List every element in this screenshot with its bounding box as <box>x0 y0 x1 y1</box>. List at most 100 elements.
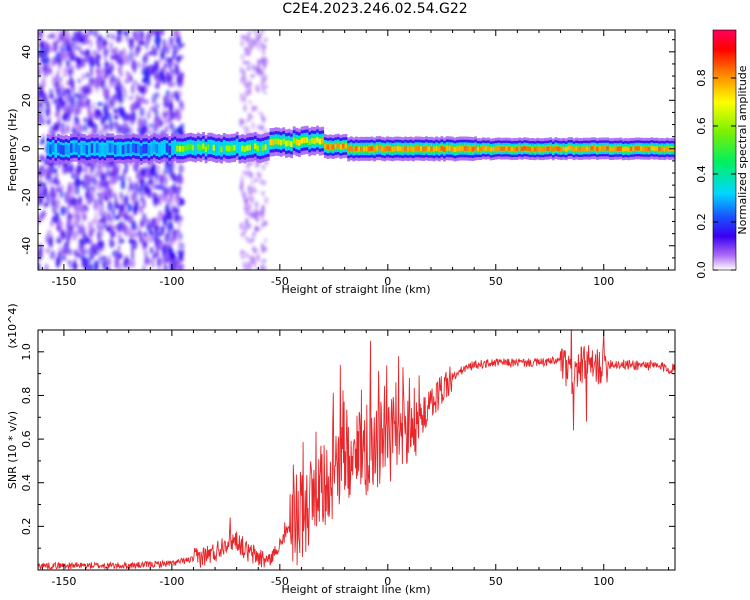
signal-cell <box>212 144 216 151</box>
colorbar-gradient <box>712 29 737 271</box>
noise-blob <box>38 67 41 78</box>
noise-blob <box>247 113 252 117</box>
noise-blob <box>85 248 91 256</box>
signal-cell <box>282 138 286 145</box>
signal-cell <box>51 142 55 153</box>
snr-frame <box>37 329 676 571</box>
noise-blob <box>264 196 269 205</box>
noise-blob <box>99 206 102 217</box>
chart-title: C2E4.2023.246.02.54.G22 <box>282 1 468 17</box>
colorbar-tick-label: 0.6 <box>695 117 708 135</box>
signal-cell <box>70 143 73 153</box>
noise-blob <box>79 180 85 185</box>
signal-cell <box>256 145 260 152</box>
noise-blob <box>244 198 248 206</box>
signal-cell <box>453 147 457 152</box>
signal-cell <box>132 142 135 153</box>
noise-blob <box>56 30 60 35</box>
y-tick-label: 20 <box>20 93 33 107</box>
signal-cell <box>401 146 405 152</box>
noise-blob <box>264 84 268 89</box>
signal-cell <box>77 145 81 155</box>
noise-blob <box>130 103 135 114</box>
noise-blob <box>131 259 135 268</box>
noise-blob <box>157 58 163 65</box>
noise-blob <box>38 262 41 270</box>
noise-blob <box>247 117 251 122</box>
signal-cell <box>209 142 213 152</box>
signal-cell <box>399 146 402 152</box>
noise-blob <box>60 99 65 110</box>
noise-blob <box>248 36 251 44</box>
noise-blob <box>244 252 249 257</box>
noise-blob <box>167 81 174 88</box>
signal-cell <box>593 146 597 151</box>
noise-blob <box>90 221 94 230</box>
signal-cell <box>150 144 154 154</box>
noise-blob <box>79 95 85 108</box>
noise-blob <box>70 185 77 196</box>
noise-blob <box>117 244 121 255</box>
noise-blob <box>240 250 244 257</box>
signal-cell <box>500 146 503 151</box>
noise-blob <box>49 250 56 260</box>
signal-cell <box>171 143 174 153</box>
noise-blob <box>38 114 42 126</box>
noise-blob <box>42 168 48 178</box>
noise-blob <box>44 159 48 166</box>
noise-blob <box>62 36 68 46</box>
signal-cell <box>246 145 249 151</box>
noise-blob <box>133 63 137 74</box>
signal-cell <box>101 144 104 154</box>
noise-blob <box>245 217 249 225</box>
noise-blob <box>93 260 98 270</box>
signal-cell <box>199 145 203 151</box>
signal-cell <box>373 147 376 152</box>
signal-cell <box>313 138 317 145</box>
noise-blob <box>95 181 100 191</box>
signal-cell <box>621 147 625 152</box>
noise-blob <box>38 179 41 190</box>
signal-cell <box>404 146 407 151</box>
noise-blob <box>132 30 136 37</box>
noise-blob <box>240 34 245 40</box>
noise-blob <box>155 249 159 256</box>
noise-blob <box>129 49 135 62</box>
noise-blob <box>103 264 107 270</box>
noise-blob <box>86 87 91 95</box>
signal-cell <box>448 146 452 151</box>
noise-blob <box>250 196 253 205</box>
noise-blob <box>113 108 119 115</box>
noise-blob <box>143 53 149 64</box>
noise-blob <box>247 184 252 193</box>
noise-blob <box>86 237 90 242</box>
signal-cell <box>90 143 94 153</box>
noise-blob <box>109 41 113 51</box>
noise-blob <box>84 175 90 187</box>
noise-blob <box>49 126 55 131</box>
noise-blob <box>177 173 181 184</box>
noise-blob <box>38 90 42 102</box>
noise-blob <box>93 30 98 38</box>
noise-blob <box>56 224 60 232</box>
noise-blob <box>251 180 254 185</box>
noise-blob <box>130 245 134 253</box>
noise-blob <box>264 237 267 244</box>
signal-cell <box>139 145 143 156</box>
noise-blob <box>116 175 123 181</box>
noise-blob <box>91 50 98 55</box>
noise-blob <box>128 238 135 244</box>
noise-blob <box>248 211 251 217</box>
noise-blob <box>139 85 146 95</box>
noise-blob <box>159 174 165 185</box>
noise-blob <box>175 91 180 102</box>
noise-blob <box>160 252 164 258</box>
noise-blob <box>137 60 141 69</box>
noise-blob <box>75 218 80 227</box>
signal-cell <box>305 137 309 143</box>
noise-blob <box>39 40 44 50</box>
noise-blob <box>151 94 158 104</box>
noise-blob <box>90 243 94 251</box>
noise-blob <box>152 195 159 207</box>
